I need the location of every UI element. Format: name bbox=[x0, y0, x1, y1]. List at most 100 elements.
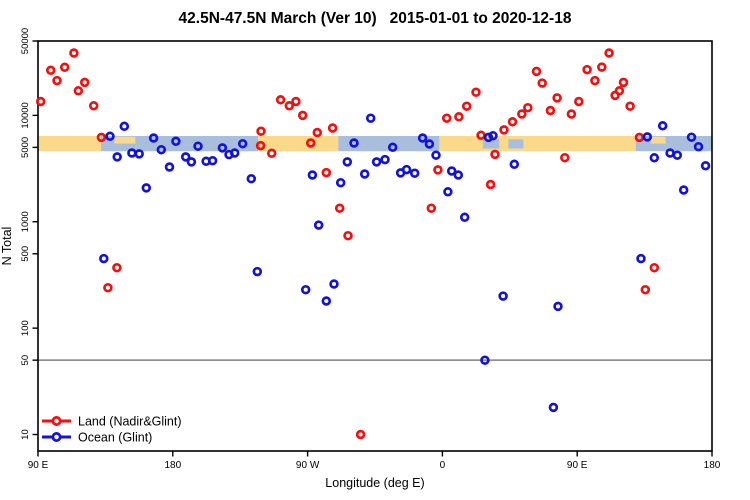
land-point bbox=[523, 102, 533, 113]
ocean-point bbox=[498, 291, 508, 301]
ocean-point bbox=[446, 166, 457, 176]
land-point bbox=[291, 96, 301, 107]
land-point bbox=[545, 105, 556, 116]
land-point bbox=[604, 48, 614, 58]
ocean-point bbox=[553, 301, 563, 312]
land-point bbox=[490, 149, 500, 160]
land-point bbox=[574, 96, 584, 107]
band-segment-land bbox=[258, 135, 339, 152]
ocean-point bbox=[164, 162, 175, 172]
land-point bbox=[45, 65, 56, 76]
land-point bbox=[582, 64, 592, 75]
land-point bbox=[275, 95, 286, 105]
land-point bbox=[69, 48, 79, 58]
land-point bbox=[471, 87, 481, 97]
y-tick-label: 1000 bbox=[20, 211, 31, 232]
land-point bbox=[441, 113, 452, 123]
ocean-point bbox=[693, 141, 704, 152]
ocean-point bbox=[678, 185, 689, 195]
ocean-point bbox=[700, 161, 711, 171]
ocean-point bbox=[246, 173, 257, 184]
band-segment-land bbox=[439, 135, 636, 152]
land-point bbox=[640, 284, 651, 295]
y-tick-label: 50 bbox=[20, 355, 31, 366]
y-tick-label: 100 bbox=[20, 320, 31, 336]
ocean-point bbox=[672, 150, 683, 160]
land-point bbox=[103, 282, 113, 293]
land-point bbox=[297, 110, 308, 121]
band-segment-ocean bbox=[338, 135, 440, 152]
land-point bbox=[426, 203, 437, 213]
ocean-point bbox=[156, 144, 167, 155]
y-tick-label: 5000 bbox=[20, 137, 31, 158]
ocean-point bbox=[207, 155, 218, 166]
ocean-point bbox=[237, 138, 248, 149]
land-point bbox=[517, 109, 527, 119]
ocean-point bbox=[488, 130, 498, 141]
ocean-point bbox=[359, 169, 370, 179]
land-point bbox=[266, 148, 277, 159]
land-point bbox=[255, 140, 266, 151]
ocean-point bbox=[229, 148, 240, 158]
y-tick-label: 10000 bbox=[20, 102, 31, 128]
land-point bbox=[597, 62, 607, 72]
ocean-point bbox=[127, 148, 137, 158]
ocean-point bbox=[252, 266, 263, 277]
ocean-point bbox=[321, 296, 332, 306]
land-point bbox=[112, 262, 122, 273]
ocean-point bbox=[148, 133, 159, 143]
ocean-point bbox=[217, 143, 228, 153]
land-point bbox=[284, 101, 295, 111]
land-point bbox=[454, 112, 464, 122]
ocean-point bbox=[180, 152, 191, 162]
legend-marker bbox=[51, 416, 62, 426]
land-point bbox=[649, 262, 660, 273]
land-point bbox=[566, 109, 577, 119]
land-point bbox=[59, 62, 70, 73]
land-point bbox=[52, 75, 62, 86]
data-points bbox=[35, 48, 711, 440]
ocean-point bbox=[329, 279, 339, 289]
land-point bbox=[499, 125, 509, 135]
land-point bbox=[355, 429, 366, 440]
land-point bbox=[461, 101, 472, 111]
ocean-point bbox=[307, 170, 318, 180]
ocean-point bbox=[365, 113, 376, 123]
band-patch-ocean bbox=[482, 139, 500, 149]
plot-title: 42.5N-47.5N March (Ver 10) 2015-01-01 to… bbox=[179, 10, 572, 27]
land-point bbox=[96, 132, 107, 143]
land-point bbox=[537, 78, 547, 88]
ocean-point bbox=[443, 187, 453, 197]
ocean-point bbox=[119, 121, 130, 132]
legend: Land (Nadir&Glint) Ocean (Glint) bbox=[42, 415, 182, 445]
ocean-point bbox=[657, 121, 668, 131]
land-point bbox=[327, 123, 338, 133]
land-point bbox=[614, 86, 625, 96]
land-point bbox=[321, 167, 332, 178]
land-point bbox=[343, 230, 353, 241]
ocean-point bbox=[665, 148, 675, 158]
ocean-point bbox=[141, 183, 152, 193]
ocean-point bbox=[387, 142, 398, 153]
ocean-point bbox=[99, 253, 109, 264]
plot-frame bbox=[37, 40, 713, 452]
band-segment-land bbox=[38, 135, 101, 152]
land-point bbox=[618, 77, 629, 88]
land-point bbox=[312, 127, 323, 138]
ocean-point bbox=[335, 177, 346, 188]
ocean-point bbox=[134, 149, 144, 159]
ocean-point bbox=[686, 132, 697, 142]
land-point bbox=[531, 66, 542, 77]
ocean-point bbox=[112, 152, 122, 162]
ocean-point bbox=[401, 164, 412, 175]
land-point bbox=[560, 152, 570, 163]
y-axis-title: N Total bbox=[0, 227, 14, 266]
x-axis-title: Longitude (deg E) bbox=[325, 476, 424, 490]
x-tick-label: 180 bbox=[164, 460, 181, 471]
ocean-point bbox=[649, 153, 660, 163]
legend-label: Ocean (Glint) bbox=[78, 431, 152, 445]
band-patch-ocean bbox=[508, 139, 524, 149]
y-tick-label: 50000 bbox=[20, 28, 31, 54]
